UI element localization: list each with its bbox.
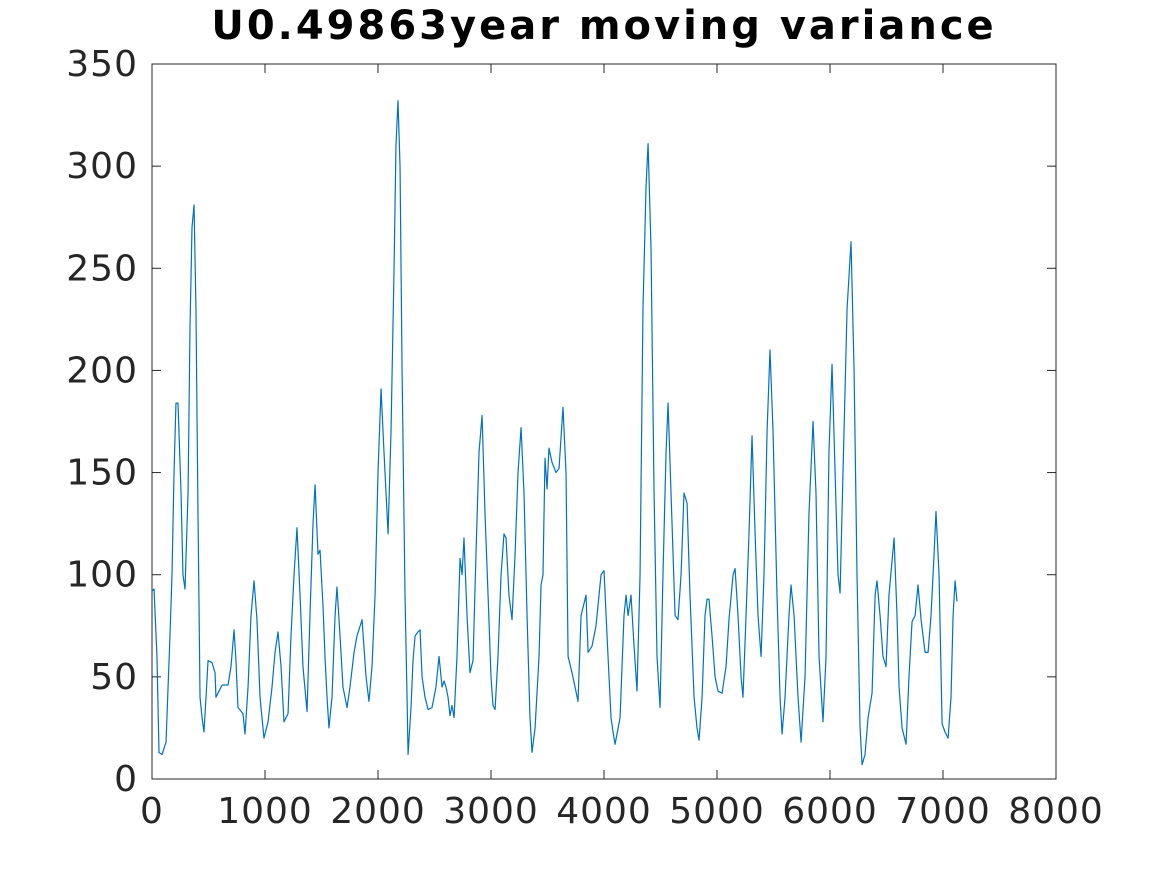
y-tick-label: 350 bbox=[66, 44, 138, 85]
x-tick-label: 5000 bbox=[669, 791, 765, 832]
x-tick-label: 8000 bbox=[1008, 791, 1104, 832]
x-tick-label: 1000 bbox=[217, 791, 313, 832]
y-tick-label: 0 bbox=[114, 759, 138, 800]
x-tick-label: 0 bbox=[140, 791, 164, 832]
y-tick-label: 200 bbox=[66, 350, 138, 391]
y-tick-label: 50 bbox=[90, 657, 138, 698]
x-tick-label: 6000 bbox=[782, 791, 878, 832]
y-tick-label: 100 bbox=[66, 555, 138, 596]
x-tick-label: 3000 bbox=[443, 791, 539, 832]
x-tick-label: 2000 bbox=[330, 791, 426, 832]
y-tick-label: 300 bbox=[66, 146, 138, 187]
y-tick-label: 150 bbox=[66, 453, 138, 494]
data-line bbox=[151, 100, 958, 766]
x-tick-label: 7000 bbox=[895, 791, 991, 832]
plot-frame bbox=[151, 63, 1057, 780]
y-tick-label: 250 bbox=[66, 248, 138, 289]
x-tick-label: 4000 bbox=[556, 791, 652, 832]
chart-title: U0.49863year moving variance bbox=[211, 3, 996, 49]
